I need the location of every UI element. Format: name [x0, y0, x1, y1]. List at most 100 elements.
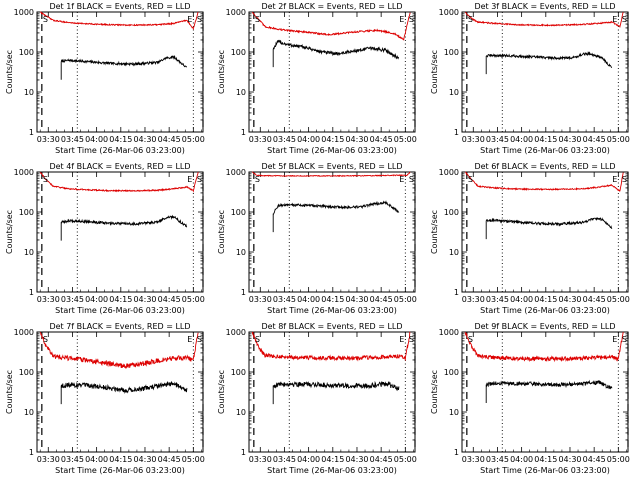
- lld-series-line: [252, 171, 411, 178]
- x-tick-label: 04:15: [321, 135, 344, 144]
- y-tick-label: 10: [236, 408, 246, 417]
- time-marker-label: S: [255, 15, 260, 24]
- plot-frame: [248, 11, 416, 133]
- x-tick-label: 05:00: [607, 455, 630, 464]
- x-tick-label: 04:00: [297, 295, 320, 304]
- x-tick-label: 04:45: [370, 135, 393, 144]
- panel-title: Det 5f BLACK = Events, RED = LLD: [261, 162, 402, 171]
- x-tick-label: 04:45: [583, 455, 606, 464]
- x-tick-label: 04:45: [370, 295, 393, 304]
- x-tick-label: 04:45: [158, 295, 181, 304]
- time-marker-label: S: [622, 15, 627, 24]
- x-tick-label: 04:30: [133, 455, 156, 464]
- y-tick-label: 100: [231, 48, 246, 57]
- panel-det-5: Det 5f BLACK = Events, RED = LLD Counts/s…: [217, 162, 417, 315]
- y-tick-label: 10: [449, 248, 459, 257]
- panel-det-4: Det 4f BLACK = Events, RED = LLD Counts/s…: [5, 162, 205, 315]
- lld-series-line: [39, 331, 199, 370]
- panel-det-9: Det 9f BLACK = Events, RED = LLD Counts/s…: [430, 322, 630, 475]
- panel-title: Det 4f BLACK = Events, RED = LLD: [49, 162, 190, 171]
- panel-det-6: Det 6f BLACK = Events, RED = LLD Counts/s…: [430, 162, 630, 315]
- x-tick-label: 04:00: [510, 295, 533, 304]
- x-tick-label: 03:30: [462, 455, 485, 464]
- time-marker-label: S: [43, 15, 48, 24]
- plot-frame: [461, 171, 629, 293]
- x-tick-label: 04:30: [558, 455, 581, 464]
- x-tick-label: 03:30: [249, 455, 272, 464]
- x-tick-label: 04:00: [510, 135, 533, 144]
- time-marker-label: S: [409, 175, 414, 184]
- x-tick-label: 04:15: [534, 295, 557, 304]
- x-tick-label: 05:00: [394, 295, 417, 304]
- y-axis-label: Counts/sec: [217, 370, 226, 414]
- time-marker-label: E: [187, 15, 192, 24]
- y-tick-label: 1000: [226, 8, 246, 17]
- y-tick-label: 10: [236, 248, 246, 257]
- panel-det-1: Det 1f BLACK = Events, RED = LLD Counts/s…: [5, 2, 205, 155]
- x-tick-label: 04:00: [85, 455, 108, 464]
- x-axis-label: Start Time (26-Mar-06 03:23:00): [267, 466, 397, 475]
- plot-frame: [461, 11, 629, 133]
- y-tick-label: 1: [241, 288, 246, 297]
- y-tick-label: 100: [444, 368, 459, 377]
- y-tick-label: 1: [29, 128, 34, 137]
- events-series-line: [60, 380, 188, 405]
- x-tick-label: 03:30: [37, 295, 60, 304]
- lld-series-line: [464, 331, 624, 363]
- x-tick-label: 03:30: [462, 295, 485, 304]
- y-tick-label: 10: [24, 248, 34, 257]
- plot-frame: [461, 331, 629, 453]
- panel-title: Det 7f BLACK = Events, RED = LLD: [49, 322, 190, 331]
- lld-series-line: [465, 171, 624, 192]
- lld-series-line: [39, 171, 199, 193]
- panel-det-2: Det 2f BLACK = Events, RED = LLD Counts/s…: [217, 2, 417, 155]
- time-marker-label: E: [399, 175, 404, 184]
- x-tick-label: 03:45: [486, 135, 509, 144]
- time-marker-label: S: [197, 15, 202, 24]
- lld-series-line: [464, 11, 624, 28]
- time-marker-label: S: [622, 175, 627, 184]
- events-series-line: [272, 380, 400, 405]
- x-tick-label: 04:15: [534, 135, 557, 144]
- time-marker-label: S: [622, 335, 627, 344]
- y-axis-label: Counts/sec: [430, 50, 439, 94]
- panel-title: Det 8f BLACK = Events, RED = LLD: [261, 322, 402, 331]
- y-tick-label: 10: [449, 88, 459, 97]
- x-tick-label: 03:30: [249, 135, 272, 144]
- time-marker-label: E: [612, 15, 617, 24]
- y-tick-label: 100: [19, 48, 34, 57]
- panel-det-8: Det 8f BLACK = Events, RED = LLD Counts/s…: [217, 322, 417, 475]
- time-marker-label: S: [197, 175, 202, 184]
- lld-series-line: [39, 11, 199, 31]
- plot-frame: [248, 171, 416, 293]
- x-tick-label: 04:15: [109, 135, 132, 144]
- x-axis-label: Start Time (26-Mar-06 03:23:00): [55, 146, 185, 155]
- time-marker-label: S: [43, 335, 48, 344]
- panel-title: Det 6f BLACK = Events, RED = LLD: [474, 162, 615, 171]
- x-tick-label: 04:15: [321, 295, 344, 304]
- x-tick-label: 04:45: [158, 455, 181, 464]
- x-tick-label: 03:45: [273, 295, 296, 304]
- x-tick-label: 03:30: [462, 135, 485, 144]
- x-tick-label: 03:30: [37, 135, 60, 144]
- x-tick-label: 04:30: [558, 295, 581, 304]
- x-tick-label: 04:15: [321, 455, 344, 464]
- time-marker-label: E: [399, 15, 404, 24]
- x-tick-label: 04:00: [510, 455, 533, 464]
- x-tick-label: 05:00: [607, 135, 630, 144]
- y-tick-label: 1: [29, 288, 34, 297]
- panel-title: Det 2f BLACK = Events, RED = LLD: [261, 2, 402, 11]
- y-tick-label: 1000: [14, 8, 34, 17]
- x-axis-label: Start Time (26-Mar-06 03:23:00): [480, 466, 610, 475]
- events-series-line: [60, 214, 188, 241]
- x-tick-label: 03:45: [61, 295, 84, 304]
- y-tick-label: 1: [241, 128, 246, 137]
- panel-title: Det 3f BLACK = Events, RED = LLD: [474, 2, 615, 11]
- events-series-line: [485, 379, 613, 403]
- y-axis-label: Counts/sec: [5, 50, 14, 94]
- y-tick-label: 10: [24, 88, 34, 97]
- panel-title: Det 9f BLACK = Events, RED = LLD: [474, 322, 615, 331]
- y-tick-label: 1: [454, 128, 459, 137]
- events-series-line: [485, 217, 613, 240]
- time-marker-label: S: [468, 175, 473, 184]
